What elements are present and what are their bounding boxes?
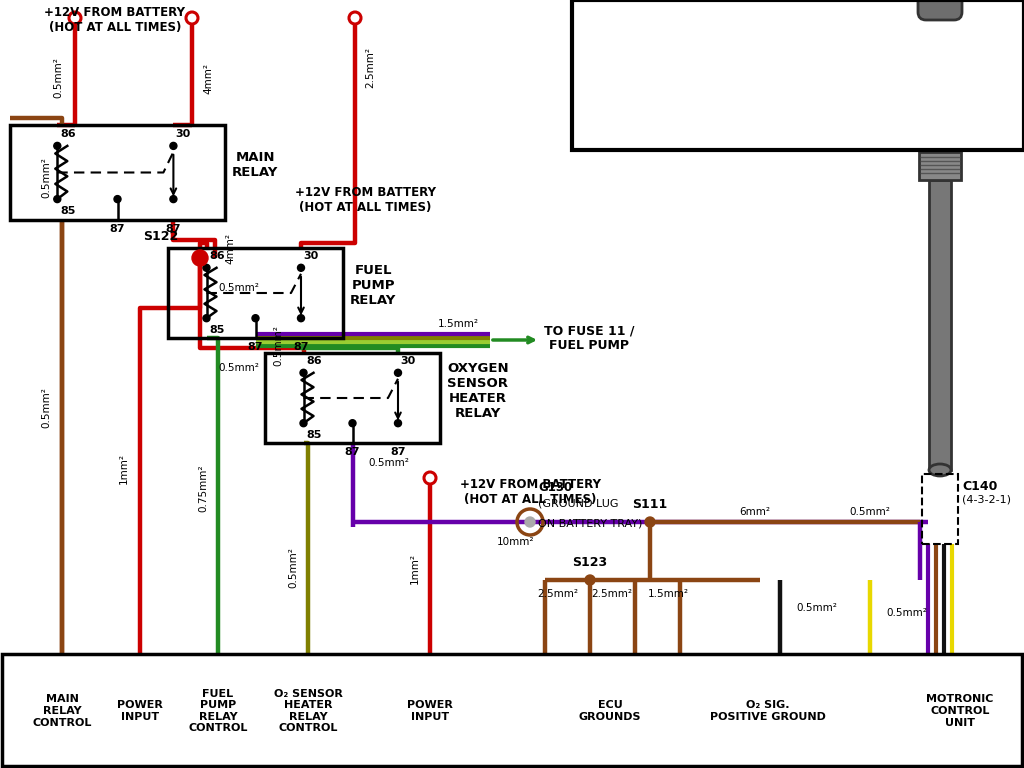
Text: 0.5mm²: 0.5mm² bbox=[53, 58, 63, 98]
Text: 1mm²: 1mm² bbox=[119, 452, 129, 484]
Text: S122: S122 bbox=[142, 230, 178, 243]
Text: 0.5mm²: 0.5mm² bbox=[288, 548, 298, 588]
Text: 87: 87 bbox=[390, 447, 406, 457]
Text: 0.5mm²: 0.5mm² bbox=[850, 507, 891, 517]
Text: 87: 87 bbox=[293, 342, 309, 352]
FancyBboxPatch shape bbox=[918, 0, 962, 20]
Text: 87: 87 bbox=[166, 224, 181, 234]
Text: 87: 87 bbox=[248, 342, 263, 352]
Text: O₂ SENSOR
HEATER
RELAY
CONTROL: O₂ SENSOR HEATER RELAY CONTROL bbox=[273, 689, 342, 733]
Text: 4mm²: 4mm² bbox=[225, 233, 234, 263]
Text: OXYGEN
SENSOR
HEATER
RELAY: OXYGEN SENSOR HEATER RELAY bbox=[447, 362, 509, 420]
Text: TO FUSE 11 /
FUEL PUMP: TO FUSE 11 / FUEL PUMP bbox=[544, 324, 635, 352]
Circle shape bbox=[300, 369, 307, 376]
Text: 2.5mm²: 2.5mm² bbox=[592, 589, 633, 599]
Text: FUEL
PUMP
RELAY
CONTROL: FUEL PUMP RELAY CONTROL bbox=[188, 689, 248, 733]
Circle shape bbox=[300, 419, 307, 427]
Text: 0.5mm²: 0.5mm² bbox=[369, 458, 410, 468]
Text: 1.5mm²: 1.5mm² bbox=[647, 589, 688, 599]
Text: 87: 87 bbox=[110, 224, 125, 234]
Text: 0.5mm²: 0.5mm² bbox=[273, 326, 283, 366]
Text: 85: 85 bbox=[306, 430, 322, 440]
Bar bbox=[2, 654, 1022, 766]
Circle shape bbox=[203, 315, 210, 322]
Text: 2.5mm²: 2.5mm² bbox=[538, 589, 579, 599]
Text: 0.5mm²: 0.5mm² bbox=[41, 157, 51, 198]
Text: MAIN
RELAY: MAIN RELAY bbox=[232, 151, 279, 179]
Text: 0.5mm²: 0.5mm² bbox=[218, 363, 259, 373]
Text: 0.5mm²: 0.5mm² bbox=[218, 283, 259, 293]
Text: (4-3-2-1): (4-3-2-1) bbox=[962, 494, 1011, 504]
Text: 0.5mm²: 0.5mm² bbox=[41, 388, 51, 429]
Text: 10mm²: 10mm² bbox=[498, 537, 535, 547]
Text: 30: 30 bbox=[400, 356, 416, 366]
Text: 86: 86 bbox=[210, 251, 225, 261]
Text: 85: 85 bbox=[210, 325, 225, 335]
Text: +12V FROM BATTERY
(HOT AT ALL TIMES): +12V FROM BATTERY (HOT AT ALL TIMES) bbox=[44, 6, 185, 34]
Circle shape bbox=[525, 517, 535, 527]
Text: 1.5mm²: 1.5mm² bbox=[438, 319, 479, 329]
Bar bbox=[572, 0, 1024, 150]
Text: (GROUND LUG: (GROUND LUG bbox=[538, 498, 618, 508]
Text: POWER
INPUT: POWER INPUT bbox=[408, 700, 453, 722]
Text: FUEL
PUMP
RELAY: FUEL PUMP RELAY bbox=[350, 264, 396, 307]
Circle shape bbox=[394, 369, 401, 376]
Text: 86: 86 bbox=[306, 356, 323, 366]
Text: 85: 85 bbox=[60, 206, 76, 216]
Text: 2.5mm²: 2.5mm² bbox=[365, 48, 375, 88]
Ellipse shape bbox=[929, 464, 951, 476]
Circle shape bbox=[54, 196, 60, 203]
Text: POWER
INPUT: POWER INPUT bbox=[117, 700, 163, 722]
Circle shape bbox=[54, 142, 60, 150]
Text: 4mm²: 4mm² bbox=[203, 62, 213, 94]
Circle shape bbox=[114, 196, 121, 203]
Text: MAIN
RELAY
CONTROL: MAIN RELAY CONTROL bbox=[33, 694, 92, 727]
Circle shape bbox=[193, 250, 208, 266]
Circle shape bbox=[298, 315, 304, 322]
Text: S123: S123 bbox=[572, 555, 607, 568]
Text: 6mm²: 6mm² bbox=[739, 507, 770, 517]
Bar bbox=[922, 474, 958, 544]
Bar bbox=[168, 248, 343, 338]
Circle shape bbox=[645, 517, 655, 527]
Text: 0.5mm²: 0.5mm² bbox=[886, 608, 927, 618]
Text: S111: S111 bbox=[633, 498, 668, 511]
Text: 1mm²: 1mm² bbox=[410, 552, 420, 584]
Text: 0.5mm²: 0.5mm² bbox=[796, 603, 837, 613]
Text: +12V FROM BATTERY
(HOT AT ALL TIMES): +12V FROM BATTERY (HOT AT ALL TIMES) bbox=[460, 478, 601, 506]
Text: ECU
GROUNDS: ECU GROUNDS bbox=[579, 700, 641, 722]
Text: 86: 86 bbox=[60, 129, 76, 139]
Circle shape bbox=[203, 264, 210, 271]
Text: G130: G130 bbox=[538, 481, 572, 494]
Circle shape bbox=[298, 264, 304, 271]
Text: C140: C140 bbox=[962, 480, 997, 493]
Bar bbox=[265, 353, 440, 443]
Text: +12V FROM BATTERY
(HOT AT ALL TIMES): +12V FROM BATTERY (HOT AT ALL TIMES) bbox=[295, 186, 436, 214]
Circle shape bbox=[252, 315, 259, 322]
Text: MOTRONIC
CONTROL
UNIT: MOTRONIC CONTROL UNIT bbox=[927, 694, 993, 727]
Circle shape bbox=[170, 196, 177, 203]
Text: O₂ SIG.
POSITIVE GROUND: O₂ SIG. POSITIVE GROUND bbox=[710, 700, 826, 722]
Bar bbox=[919, 152, 961, 180]
Text: 0.75mm²: 0.75mm² bbox=[198, 464, 208, 511]
Circle shape bbox=[349, 419, 356, 427]
Bar bbox=[929, 180, 951, 470]
Circle shape bbox=[585, 575, 595, 585]
Text: 30: 30 bbox=[303, 251, 318, 261]
Text: ON BATTERY TRAY): ON BATTERY TRAY) bbox=[538, 519, 642, 529]
Text: 30: 30 bbox=[175, 129, 190, 139]
Circle shape bbox=[394, 419, 401, 427]
Bar bbox=[10, 125, 225, 220]
Circle shape bbox=[170, 142, 177, 150]
Text: 87: 87 bbox=[345, 447, 360, 457]
